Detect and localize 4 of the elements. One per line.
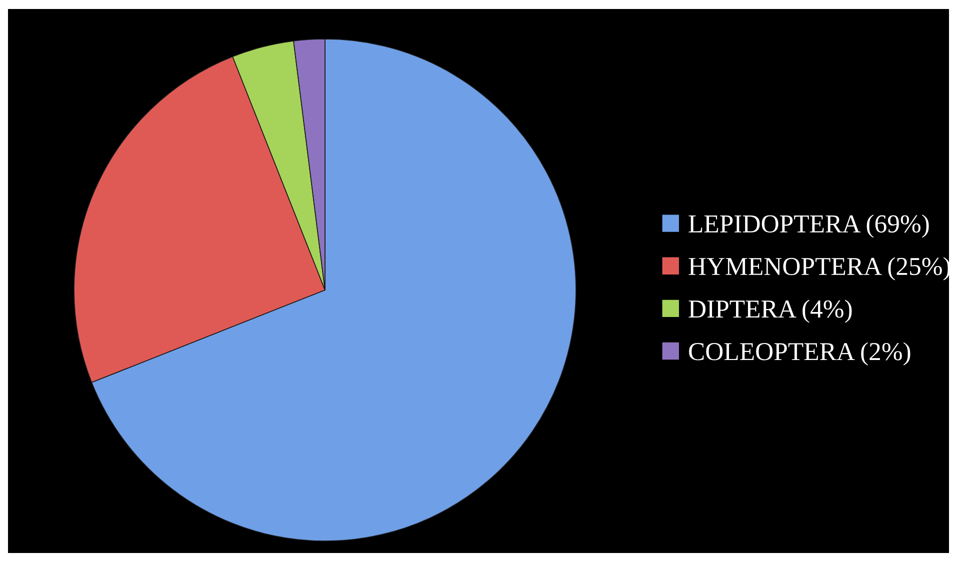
legend-label: DIPTERA (4%) [688,300,852,323]
legend-label: HYMENOPTERA (25%) [688,257,950,280]
legend-label: LEPIDOPTERA (69%) [688,214,929,238]
legend-label: COLEOPTERA (2%) [689,342,910,366]
